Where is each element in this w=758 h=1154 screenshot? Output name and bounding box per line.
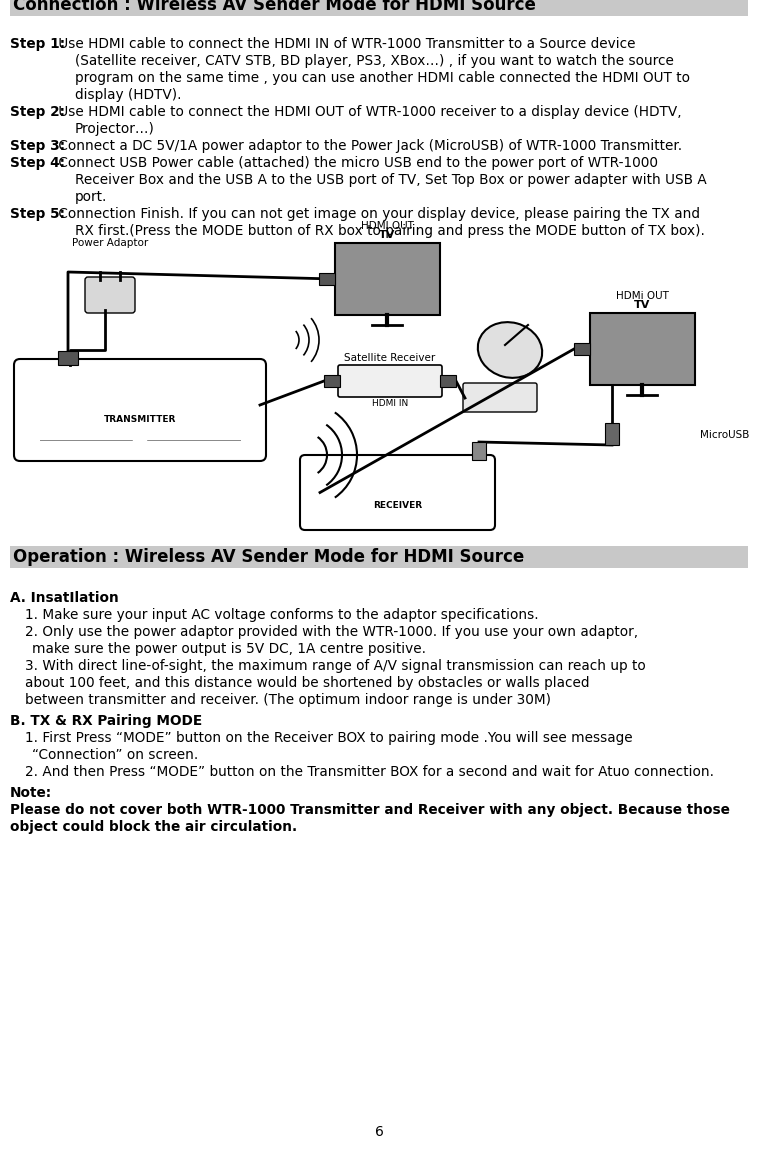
FancyBboxPatch shape [440,375,456,387]
Text: HDMi OUT: HDMi OUT [616,291,669,301]
Text: TV: TV [634,300,650,310]
FancyBboxPatch shape [590,313,695,385]
Text: Projector…): Projector…) [75,122,155,136]
Text: Use HDMI cable to connect the HDMI OUT of WTR-1000 receiver to a display device : Use HDMI cable to connect the HDMI OUT o… [54,105,681,119]
FancyBboxPatch shape [10,230,748,540]
FancyBboxPatch shape [58,351,78,365]
Text: Step 4:: Step 4: [10,156,65,170]
Text: 1. First Press “MODE” button on the Receiver BOX to pairing mode .You will see m: 1. First Press “MODE” button on the Rece… [25,730,633,745]
Text: TRANSMITTER: TRANSMITTER [104,415,176,425]
Text: 6: 6 [374,1125,384,1139]
Text: B. TX & RX Pairing MODE: B. TX & RX Pairing MODE [10,714,202,728]
FancyBboxPatch shape [10,546,748,568]
FancyBboxPatch shape [10,0,748,16]
FancyBboxPatch shape [574,343,590,355]
FancyBboxPatch shape [14,359,266,460]
FancyBboxPatch shape [463,383,537,412]
Text: Satellite Receiver: Satellite Receiver [344,353,436,364]
FancyBboxPatch shape [605,424,619,445]
Text: Receiver Box and the USB A to the USB port of TV, Set Top Box or power adapter w: Receiver Box and the USB A to the USB po… [75,173,706,187]
Text: HDMI OUT: HDMI OUT [361,222,414,231]
FancyBboxPatch shape [338,365,442,397]
Text: display (HDTV).: display (HDTV). [75,88,181,102]
Text: Step 3:: Step 3: [10,138,65,153]
Text: RECEIVER: RECEIVER [373,501,422,510]
Text: A. InsatIlation: A. InsatIlation [10,591,119,605]
Text: port.: port. [75,190,108,204]
Circle shape [57,429,64,436]
Text: “Connection” on screen.: “Connection” on screen. [32,748,199,762]
Text: Connection Finish. If you can not get image on your display device, please pairi: Connection Finish. If you can not get im… [54,207,700,222]
Text: HDMI IN: HDMI IN [372,399,408,409]
Text: about 100 feet, and this distance would be shortened by obstacles or walls place: about 100 feet, and this distance would … [25,676,590,690]
Text: 3. With direct line-of-sight, the maximum range of A/V signal transmission can r: 3. With direct line-of-sight, the maximu… [25,659,646,673]
Text: object could block the air circulation.: object could block the air circulation. [10,820,297,834]
Text: Operation : Wireless AV Sender Mode for HDMI Source: Operation : Wireless AV Sender Mode for … [13,548,525,565]
Text: Power Adaptor: Power Adaptor [72,238,148,248]
Text: Step 2:: Step 2: [10,105,65,119]
Text: MicroUSB: MicroUSB [700,430,750,440]
Text: 2. Only use the power adaptor provided with the WTR-1000. If you use your own ad: 2. Only use the power adaptor provided w… [25,625,638,639]
Circle shape [42,429,49,436]
Ellipse shape [478,322,542,377]
FancyBboxPatch shape [472,442,486,460]
Text: Use HDMI cable to connect the HDMI IN of WTR-1000 Transmitter to a Source device: Use HDMI cable to connect the HDMI IN of… [54,37,635,51]
FancyBboxPatch shape [324,375,340,387]
Text: Note:: Note: [10,786,52,800]
FancyBboxPatch shape [300,455,495,530]
FancyBboxPatch shape [335,243,440,315]
Text: program on the same time , you can use another HDMI cable connected the HDMI OUT: program on the same time , you can use a… [75,72,690,85]
Text: (Satellite receiver, CATV STB, BD player, PS3, XBox…) , if you want to watch the: (Satellite receiver, CATV STB, BD player… [75,54,674,68]
FancyBboxPatch shape [85,277,135,313]
Circle shape [133,436,147,450]
Text: Connect a DC 5V/1A power adaptor to the Power Jack (MicroUSB) of WTR-1000 Transm: Connect a DC 5V/1A power adaptor to the … [54,138,682,153]
Text: TV: TV [379,230,396,240]
Text: 1. Make sure your input AC voltage conforms to the adaptor specifications.: 1. Make sure your input AC voltage confo… [25,608,539,622]
FancyBboxPatch shape [319,273,335,285]
Text: make sure the power output is 5V DC, 1A centre positive.: make sure the power output is 5V DC, 1A … [32,642,426,655]
Text: Connect USB Power cable (attached) the micro USB end to the power port of WTR-10: Connect USB Power cable (attached) the m… [54,156,658,170]
Text: between transmitter and receiver. (The optimum indoor range is under 30M): between transmitter and receiver. (The o… [25,694,551,707]
Text: RX first.(Press the MODE button of RX box to pairing and press the MODE button o: RX first.(Press the MODE button of RX bo… [75,224,705,238]
Text: 2. And then Press “MODE” button on the Transmitter BOX for a second and wait for: 2. And then Press “MODE” button on the T… [25,765,714,779]
Text: Step 1:: Step 1: [10,37,65,51]
Circle shape [391,509,403,520]
Text: Please do not cover both WTR-1000 Transmitter and Receiver with any object. Beca: Please do not cover both WTR-1000 Transm… [10,803,730,817]
Text: Step 5:: Step 5: [10,207,65,222]
Text: Connection : Wireless AV Sender Mode for HDMI Source: Connection : Wireless AV Sender Mode for… [13,0,536,14]
